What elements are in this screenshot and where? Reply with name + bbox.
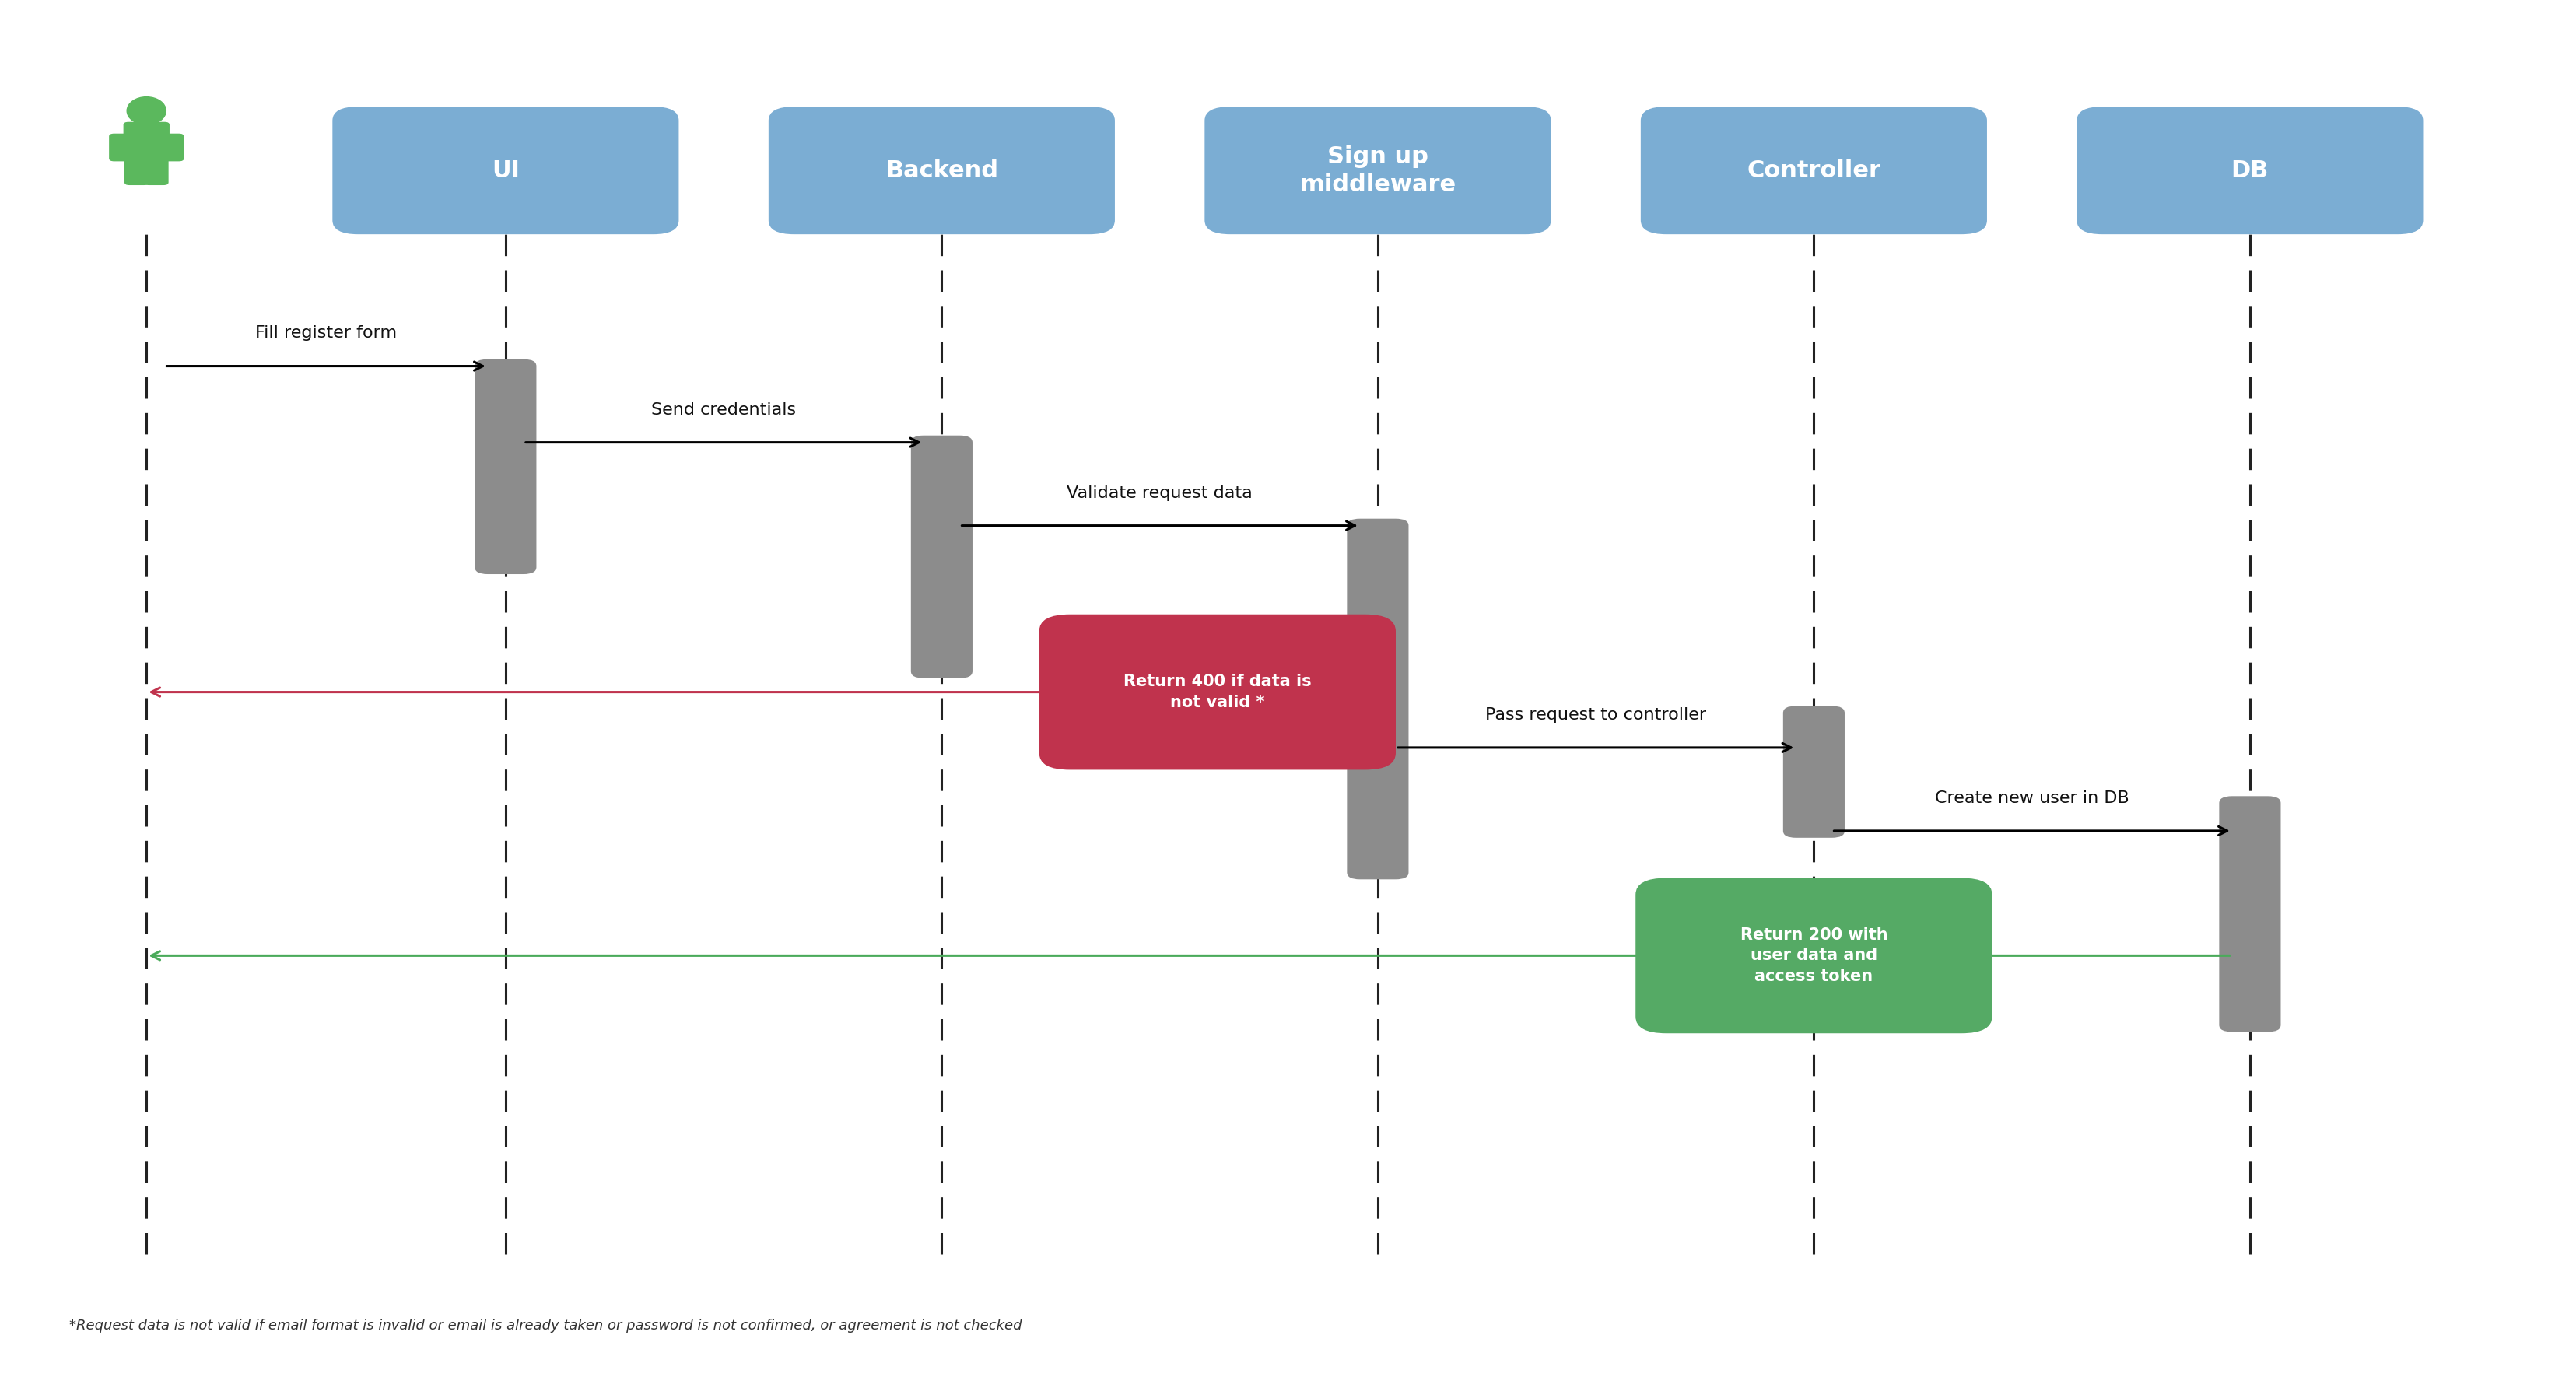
FancyBboxPatch shape: [108, 134, 134, 161]
Text: Controller: Controller: [1747, 159, 1880, 182]
Text: Create new user in DB: Create new user in DB: [1935, 790, 2128, 805]
FancyBboxPatch shape: [1347, 519, 1409, 879]
FancyBboxPatch shape: [124, 155, 149, 185]
FancyBboxPatch shape: [912, 435, 974, 678]
FancyBboxPatch shape: [474, 359, 536, 575]
FancyBboxPatch shape: [2076, 106, 2424, 235]
FancyBboxPatch shape: [1636, 878, 1991, 1033]
Text: Return 400 if data is
not valid *: Return 400 if data is not valid *: [1123, 674, 1311, 710]
FancyBboxPatch shape: [1206, 106, 1551, 235]
Text: UI: UI: [492, 159, 520, 182]
FancyBboxPatch shape: [1641, 106, 1986, 235]
Text: *Request data is not valid if email format is invalid or email is already taken : *Request data is not valid if email form…: [70, 1318, 1023, 1334]
FancyBboxPatch shape: [2218, 795, 2280, 1032]
FancyBboxPatch shape: [144, 155, 167, 185]
FancyBboxPatch shape: [1783, 706, 1844, 837]
Ellipse shape: [126, 96, 165, 124]
Text: Send credentials: Send credentials: [652, 401, 796, 418]
Text: Backend: Backend: [886, 159, 997, 182]
Text: Pass request to controller: Pass request to controller: [1486, 707, 1705, 723]
Text: DB: DB: [2231, 159, 2269, 182]
Text: Validate request data: Validate request data: [1066, 485, 1252, 500]
Text: Sign up
middleware: Sign up middleware: [1298, 145, 1455, 196]
FancyBboxPatch shape: [160, 134, 183, 161]
Text: Return 200 with
user data and
access token: Return 200 with user data and access tok…: [1741, 927, 1888, 984]
FancyBboxPatch shape: [124, 122, 170, 161]
FancyBboxPatch shape: [332, 106, 677, 235]
Text: Fill register form: Fill register form: [255, 326, 397, 341]
FancyBboxPatch shape: [768, 106, 1115, 235]
FancyBboxPatch shape: [1038, 614, 1396, 770]
